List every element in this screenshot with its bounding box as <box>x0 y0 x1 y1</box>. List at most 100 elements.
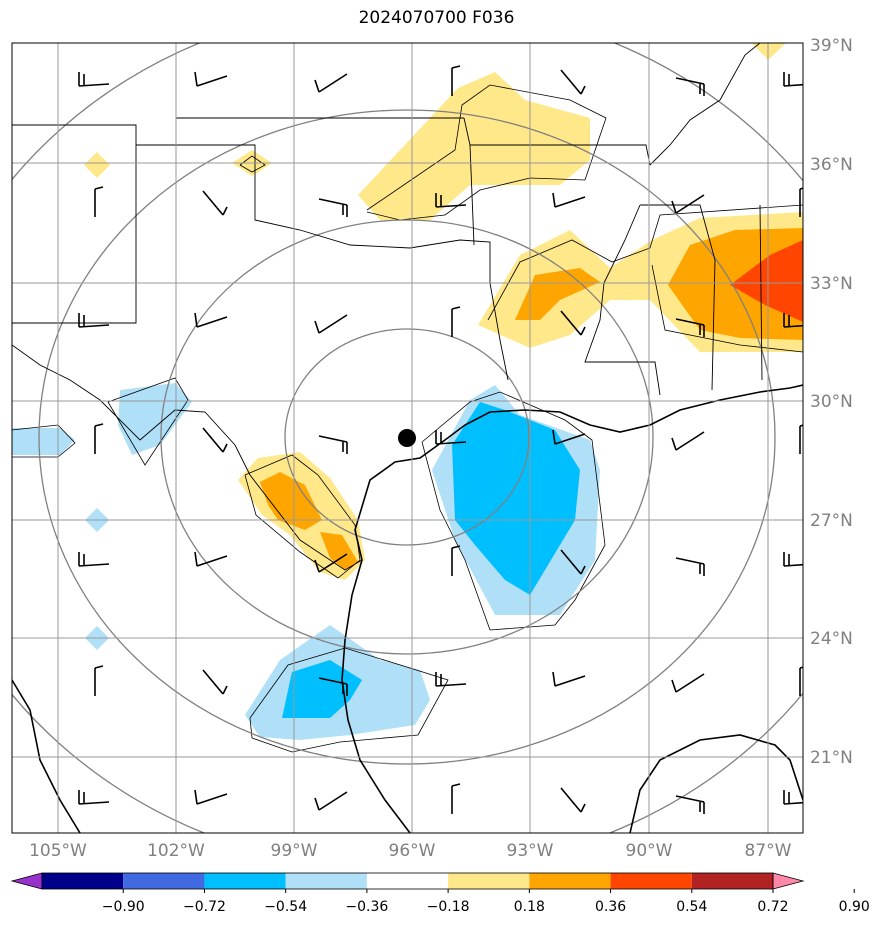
wind-barb <box>314 553 348 573</box>
contour-line <box>421 391 606 631</box>
coastline <box>12 384 803 833</box>
wind-barb <box>671 431 705 451</box>
wind-barb <box>552 429 586 445</box>
wind-barb <box>675 77 705 96</box>
wind-barb <box>318 677 348 696</box>
positive-anomaly-area <box>320 532 358 570</box>
colorbar-tick-label: 0.18 <box>514 899 545 915</box>
lat-label: 30°N <box>810 392 853 412</box>
wind-barb <box>560 787 586 813</box>
wind-barb <box>78 72 110 87</box>
positive-anomaly-area <box>752 43 786 60</box>
state-border <box>489 282 509 381</box>
wind-barb <box>318 435 348 454</box>
colorbar-segment <box>42 873 124 889</box>
colorbar-segment <box>610 873 692 889</box>
wind-barb <box>78 790 110 805</box>
wind-barbs <box>78 65 803 814</box>
colorbar-tick-label: 0.54 <box>676 899 707 915</box>
wind-barb <box>671 194 705 214</box>
wind-barb <box>78 552 110 567</box>
lat-label: 39°N <box>810 36 853 56</box>
positive-anomaly-area <box>730 240 803 322</box>
colorbar-segment <box>529 873 611 889</box>
range-ring <box>284 328 530 546</box>
contour-line <box>366 84 607 221</box>
colorbar-tick-label: −0.90 <box>102 899 145 915</box>
wind-barb <box>194 789 228 805</box>
positive-anomaly-area <box>84 152 110 178</box>
contour-line <box>651 264 803 353</box>
map-title: 2024070700 F036 <box>358 8 515 28</box>
latitude-labels: 39°N 36°N 33°N 30°N 27°N 24°N 21°N <box>810 36 853 768</box>
wind-barb <box>552 671 586 687</box>
state-border <box>759 204 763 381</box>
contour-line <box>244 454 361 579</box>
wind-barb <box>314 73 348 93</box>
colorbar-extend-high <box>772 872 805 890</box>
wind-barb <box>318 198 348 217</box>
colorbar-tick-label: 0.72 <box>757 899 788 915</box>
colorbar-segment <box>366 873 449 889</box>
state-border <box>12 344 363 571</box>
wind-barb <box>675 795 705 814</box>
wind-barb <box>451 306 461 337</box>
lon-label: 90°W <box>626 841 673 861</box>
political-borders <box>12 43 763 571</box>
lon-label: 93°W <box>507 841 554 861</box>
lat-label: 36°N <box>810 155 853 175</box>
wind-barb <box>94 186 104 217</box>
wind-barb <box>560 549 586 575</box>
pacific-coastline <box>12 679 81 833</box>
contour-line <box>107 377 189 466</box>
colorbar-extend-low <box>10 872 43 890</box>
range-ring <box>160 219 654 655</box>
negative-anomaly-area <box>12 428 75 455</box>
lon-label: 87°W <box>745 841 792 861</box>
wind-barb <box>194 551 228 567</box>
colorbar-segment <box>691 873 773 889</box>
gridlines <box>12 43 803 833</box>
lat-label: 21°N <box>810 748 853 768</box>
state-border <box>640 204 716 391</box>
wind-barb <box>783 313 803 328</box>
wind-barb <box>799 424 803 454</box>
wind-barb <box>675 557 705 576</box>
wind-barb <box>451 783 461 814</box>
contour-line <box>239 155 266 173</box>
wind-barb <box>451 65 461 96</box>
wind-barb <box>94 423 104 454</box>
lon-label: 96°W <box>389 841 436 861</box>
state-border <box>469 144 475 246</box>
contour-line <box>12 424 76 458</box>
lon-label: 99°W <box>271 841 318 861</box>
wind-barb <box>783 72 803 87</box>
yucatan-coastline <box>629 734 803 833</box>
colorbar-segment <box>123 873 205 889</box>
positive-anomaly-area <box>260 472 322 530</box>
wind-barb <box>560 69 586 95</box>
state-border <box>584 282 661 396</box>
colorbar-tick-label: −0.72 <box>183 899 226 915</box>
state-border <box>136 144 604 284</box>
wind-barb <box>799 187 803 217</box>
wind-barb <box>799 666 803 696</box>
wind-barb <box>560 310 586 336</box>
wind-barb <box>202 190 228 216</box>
colorbar-tick-label: 0.36 <box>595 899 626 915</box>
colorbar-tick-label: −0.18 <box>427 899 470 915</box>
wind-barb <box>435 430 467 445</box>
colorbar-segment <box>448 873 530 889</box>
colorbar-segment <box>285 873 367 889</box>
wind-barb <box>671 673 705 693</box>
wind-barb <box>78 313 110 328</box>
state-border <box>649 43 761 166</box>
wind-barb <box>552 192 586 208</box>
mexico-coastline <box>341 559 411 833</box>
shaded-fields <box>12 43 803 740</box>
center-marker <box>398 429 416 447</box>
wind-barb <box>314 791 348 811</box>
state-border <box>12 124 137 324</box>
state-border <box>603 204 641 284</box>
